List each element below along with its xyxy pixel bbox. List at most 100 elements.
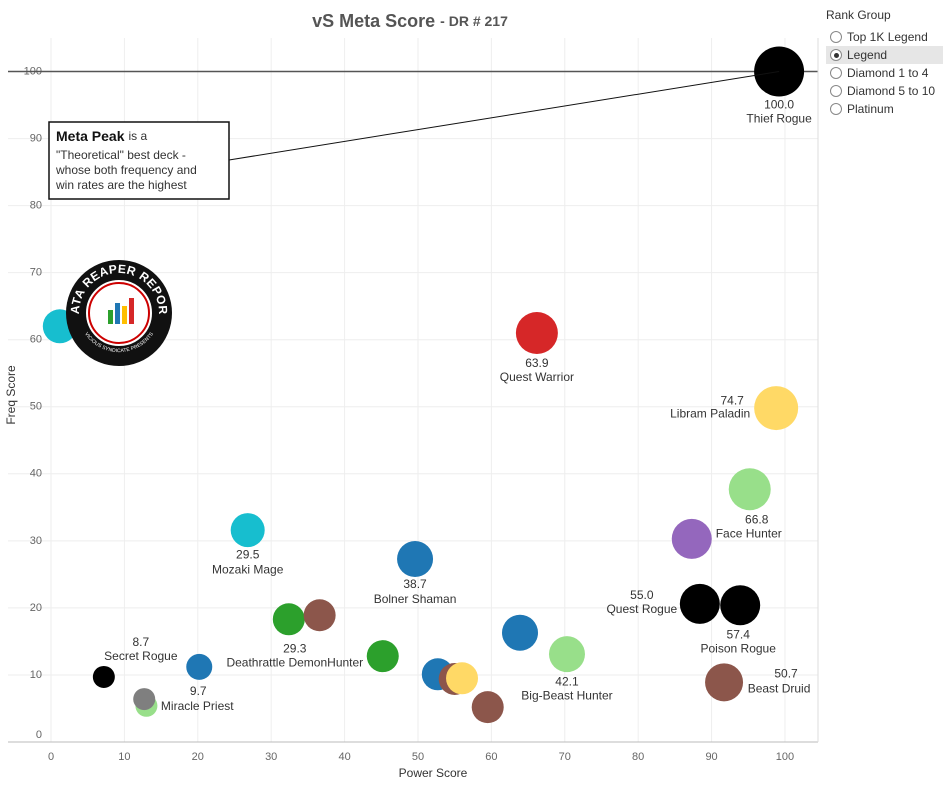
- deck-label: Beast Druid: [748, 681, 811, 695]
- bubble: [303, 599, 336, 632]
- annotation-bold: Meta Peak: [56, 128, 125, 144]
- bubble: [230, 513, 265, 548]
- bubble: [502, 614, 539, 651]
- y-tick-label: 50: [30, 401, 42, 413]
- x-tick-label: 40: [338, 751, 350, 763]
- filter-option[interactable]: Diamond 1 to 4: [826, 64, 943, 82]
- filter-title: Rank Group: [826, 8, 891, 22]
- filter-options: Top 1K Legend Legend Diamond 1 to 4 Diamond…: [826, 28, 943, 118]
- deck-label: Miracle Priest: [161, 699, 234, 713]
- score-label: 9.7: [190, 684, 207, 698]
- filter-option[interactable]: Top 1K Legend: [826, 28, 943, 46]
- deck-label: Big-Beast Hunter: [521, 688, 612, 702]
- marks: [42, 46, 805, 724]
- chart-title: vS Meta Score - DR # 217: [312, 11, 508, 31]
- score-label: 57.4: [727, 627, 751, 641]
- bubble: [92, 665, 115, 688]
- annotation-text: is a: [128, 129, 147, 143]
- option-label[interactable]: Platinum: [847, 102, 894, 116]
- bubble: [186, 653, 213, 680]
- deck-label: Libram Paladin: [670, 406, 750, 420]
- bubble: [366, 640, 399, 673]
- deck-label: Quest Rogue: [606, 602, 677, 616]
- bubble: [272, 603, 305, 636]
- x-tick-label: 60: [485, 751, 497, 763]
- logo-ring: [88, 282, 150, 344]
- y-tick-label: 80: [30, 200, 42, 212]
- filter-option[interactable]: Diamond 5 to 10: [826, 82, 943, 100]
- score-label: 50.7: [774, 666, 798, 680]
- x-tick-label: 100: [776, 751, 794, 763]
- radio[interactable]: [830, 49, 842, 61]
- annotation-text: "Theoretical" best deck -: [56, 148, 186, 162]
- bubble: [679, 583, 720, 624]
- x-tick-label: 30: [265, 751, 277, 763]
- radio[interactable]: [830, 103, 842, 115]
- y-tick-label: 70: [30, 267, 42, 279]
- bubble: [548, 636, 585, 673]
- deck-label: Bolner Shaman: [374, 592, 457, 606]
- radio[interactable]: [830, 85, 842, 97]
- deck-label: Secret Rogue: [104, 649, 178, 663]
- x-tick-label: 50: [412, 751, 424, 763]
- x-tick-label: 80: [632, 751, 644, 763]
- logo-icon: [108, 310, 113, 324]
- bubble: [728, 468, 771, 511]
- logo-icon: [115, 303, 120, 324]
- score-label: 63.9: [525, 356, 549, 370]
- bubble: [133, 688, 156, 711]
- score-label: 66.8: [745, 512, 769, 526]
- score-label: 42.1: [555, 674, 579, 688]
- option-label[interactable]: Legend: [847, 48, 888, 62]
- option-label[interactable]: Diamond 5 to 10: [847, 84, 936, 98]
- bubble: [671, 518, 712, 559]
- x-axis-label: Power Score: [399, 766, 468, 780]
- chart: vS Meta Score - DR # 217 Power Score Freq…: [4, 10, 819, 781]
- annotation-box: [48, 121, 230, 200]
- score-label: 74.7: [720, 393, 744, 407]
- bubble: [705, 663, 744, 702]
- deck-label: Thief Rogue: [746, 112, 812, 126]
- score-label: 29.5: [236, 547, 260, 561]
- logo-icon: [129, 298, 134, 324]
- radio[interactable]: [830, 31, 842, 43]
- bubble: [397, 540, 434, 577]
- bubble: [720, 585, 761, 626]
- y-tick-label: 10: [30, 669, 42, 681]
- y-tick-label: 90: [30, 132, 42, 144]
- logo-icon: [122, 306, 127, 324]
- y-axis-label: Freq Score: [4, 365, 18, 425]
- annotation-text: whose both frequency and: [55, 163, 197, 177]
- annotation-text: win rates are the highest: [55, 178, 187, 192]
- y-tick-label: 30: [30, 535, 42, 547]
- score-label: 38.7: [403, 577, 427, 591]
- filter-option[interactable]: Legend: [826, 46, 943, 64]
- annotation: Meta Peak is a "Theoretical" best deck - …: [48, 71, 780, 200]
- subtitle: - DR # 217: [440, 13, 508, 29]
- score-label: 29.3: [283, 641, 307, 655]
- deck-label: Poison Rogue: [701, 641, 777, 655]
- y-tick-label: 20: [30, 602, 42, 614]
- score-label: 55.0: [630, 588, 654, 602]
- radio[interactable]: [830, 67, 842, 79]
- score-label: 100.0: [764, 98, 794, 112]
- deck-label: Deathrattle DemonHunter: [226, 655, 363, 669]
- bubble: [471, 691, 504, 724]
- bubble: [446, 662, 479, 695]
- option-label[interactable]: Diamond 1 to 4: [847, 66, 929, 80]
- option-label[interactable]: Top 1K Legend: [847, 30, 928, 44]
- y-tick-label: 40: [30, 468, 42, 480]
- filter-panel: Rank Group Top 1K Legend Legend Diamond 1 …: [826, 8, 943, 118]
- x-tick-label: 70: [559, 751, 571, 763]
- score-label: 8.7: [133, 635, 150, 649]
- x-tick-label: 20: [192, 751, 204, 763]
- deck-label: Mozaki Mage: [212, 562, 284, 576]
- y-tick-label: 0: [36, 729, 42, 741]
- y-tick-label: 60: [30, 334, 42, 346]
- x-tick-label: 10: [118, 751, 130, 763]
- filter-option[interactable]: Platinum: [826, 100, 943, 118]
- deck-label: Face Hunter: [716, 526, 782, 540]
- x-tick-label: 0: [48, 751, 54, 763]
